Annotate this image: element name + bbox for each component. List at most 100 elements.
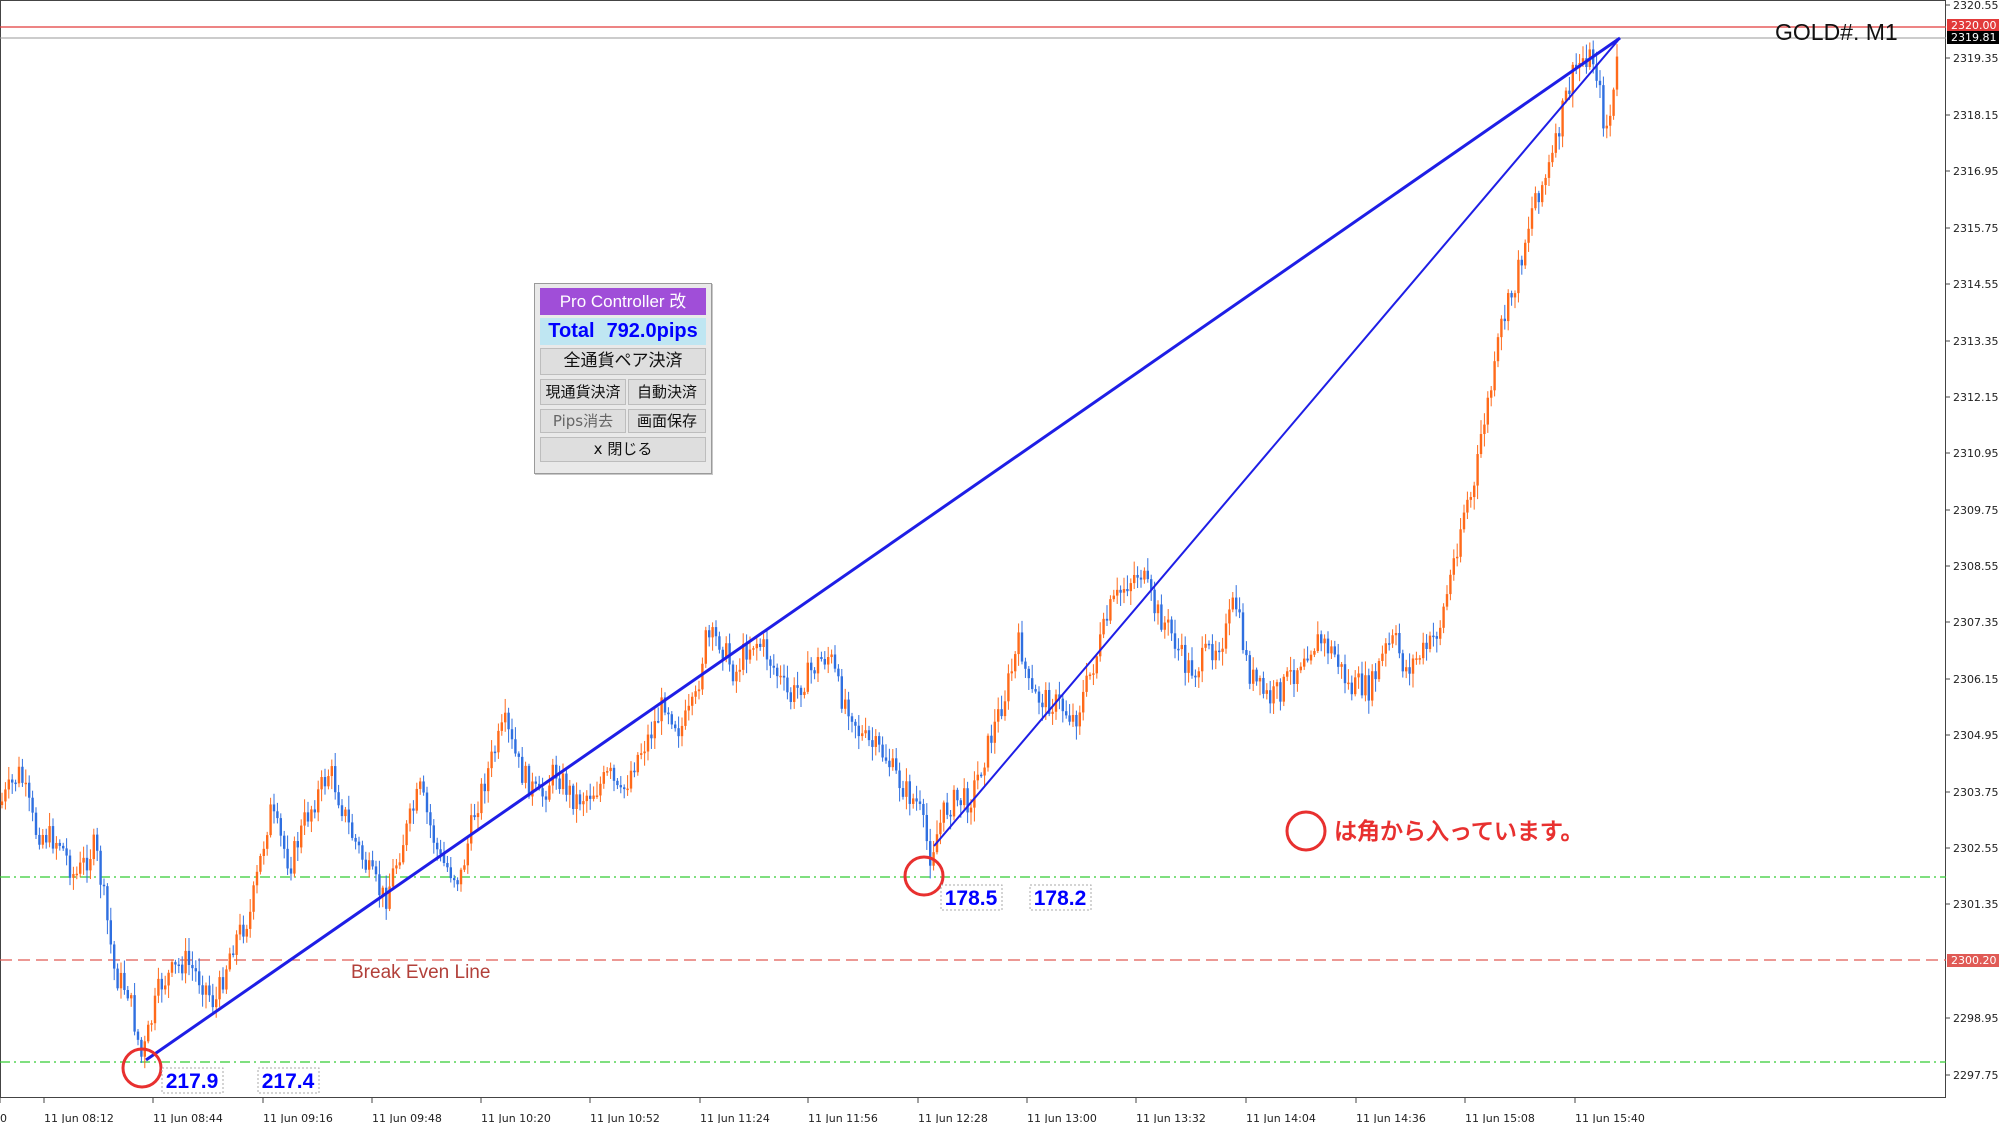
candle-body xyxy=(799,687,803,695)
close-panel-button[interactable]: x 閉じる xyxy=(540,437,706,462)
candle-body xyxy=(357,841,361,846)
candle-body xyxy=(551,764,554,786)
candle-body xyxy=(752,648,755,650)
candle-body xyxy=(170,962,174,973)
candle-body xyxy=(1316,634,1319,652)
candle-body xyxy=(1333,646,1336,655)
candle-body xyxy=(306,812,310,822)
candle-body xyxy=(504,712,507,723)
candle-body xyxy=(1422,642,1425,659)
close-current-pair-button[interactable]: 現通貨決済 xyxy=(540,379,626,405)
close-all-pairs-button[interactable]: 全通貨ペア決済 xyxy=(540,348,706,375)
candle-body xyxy=(1524,242,1527,266)
candle-body xyxy=(595,795,599,797)
price-axis-label: 2312.15 xyxy=(1953,391,1999,404)
candle-body xyxy=(993,721,996,743)
panel-title[interactable]: Pro Controller 改 xyxy=(540,288,706,315)
time-axis-label: 11 Jun 08:12 xyxy=(44,1112,114,1123)
candle-body xyxy=(198,971,201,986)
pip-box-3 xyxy=(940,884,1003,911)
candle-body xyxy=(147,1024,150,1042)
candle-body xyxy=(850,716,854,722)
candle-body xyxy=(1007,673,1010,702)
candle-body xyxy=(279,818,282,836)
total-label: Total xyxy=(548,320,595,342)
candle-body xyxy=(925,814,928,842)
candle-body xyxy=(272,804,276,812)
candle-body xyxy=(1187,660,1190,673)
current-price-tag xyxy=(1947,31,1999,44)
break-even-price-tag xyxy=(1947,954,1999,967)
price-axis-label: 2308.55 xyxy=(1953,560,1999,573)
candle-body xyxy=(4,789,7,802)
candle-body xyxy=(1374,671,1377,680)
candle-body xyxy=(1377,661,1381,680)
time-axis-label: 11 Jun 08:44 xyxy=(153,1112,223,1123)
candle-body xyxy=(1275,682,1279,687)
trend-line-long xyxy=(145,36,1621,1062)
candle-body xyxy=(912,798,915,804)
candle-body xyxy=(1211,644,1214,661)
time-axis-label: 11 Jun 13:00 xyxy=(1027,1112,1097,1123)
candle-body xyxy=(861,733,864,737)
candle-body xyxy=(310,809,313,822)
candle-body xyxy=(1221,648,1224,652)
candle-body xyxy=(1466,499,1469,513)
candle-body xyxy=(905,781,908,797)
candle-body xyxy=(874,736,877,747)
candle-body xyxy=(697,689,701,692)
candle-body xyxy=(48,826,51,843)
candle-body xyxy=(1258,677,1262,682)
pip-label-3: 178.5 xyxy=(945,887,998,910)
candle-body xyxy=(1323,638,1326,644)
candle-body xyxy=(1207,643,1211,646)
candle-body xyxy=(820,657,823,659)
candle-body xyxy=(1180,644,1183,650)
candle-body xyxy=(1418,658,1421,660)
candle-body xyxy=(327,776,330,787)
save-screen-button[interactable]: 画面保存 xyxy=(628,409,706,433)
candle-body xyxy=(592,795,595,799)
candle-body xyxy=(1109,599,1112,621)
candle-body xyxy=(1112,595,1115,600)
candle-body xyxy=(1313,651,1316,655)
price-axis-label: 2313.35 xyxy=(1953,335,1999,348)
pro-controller-panel[interactable]: Pro Controller 改 Total 792.0pips 全通貨ペア決済 … xyxy=(534,283,712,474)
auto-close-button[interactable]: 自動決済 xyxy=(628,379,706,405)
candle-body xyxy=(1354,677,1357,695)
candle-body xyxy=(514,739,517,754)
candle-body xyxy=(803,691,806,695)
candle-body xyxy=(997,709,1000,722)
candle-body xyxy=(208,985,211,996)
candle-body xyxy=(1408,667,1411,674)
candle-body xyxy=(432,825,435,843)
candle-body xyxy=(1398,632,1401,654)
candle-body xyxy=(976,774,979,781)
candle-body xyxy=(391,868,395,887)
candle-body xyxy=(58,842,61,846)
candle-body xyxy=(354,837,357,842)
candle-body xyxy=(1612,89,1615,116)
candle-body xyxy=(650,734,653,739)
candle-body xyxy=(181,964,184,974)
candle-body xyxy=(1517,259,1520,294)
candle-body xyxy=(572,785,575,809)
candle-body xyxy=(810,662,813,671)
clear-pips-button[interactable]: Pips消去 xyxy=(540,409,626,433)
candle-body xyxy=(1177,648,1180,651)
candle-body xyxy=(721,649,724,659)
candle-body xyxy=(548,785,551,800)
candle-body xyxy=(402,845,405,863)
candle-body xyxy=(473,815,476,818)
price-axis-label: 2320.55 xyxy=(1953,0,1999,12)
candle-body xyxy=(742,644,745,670)
candle-body xyxy=(368,860,371,870)
candle-body xyxy=(1581,58,1585,63)
price-axis-label: 2304.95 xyxy=(1953,729,1999,742)
candle-body xyxy=(490,751,493,769)
candle-body xyxy=(123,972,126,991)
candle-body xyxy=(531,781,534,797)
candle-body xyxy=(85,857,89,871)
candle-body xyxy=(1116,589,1119,596)
